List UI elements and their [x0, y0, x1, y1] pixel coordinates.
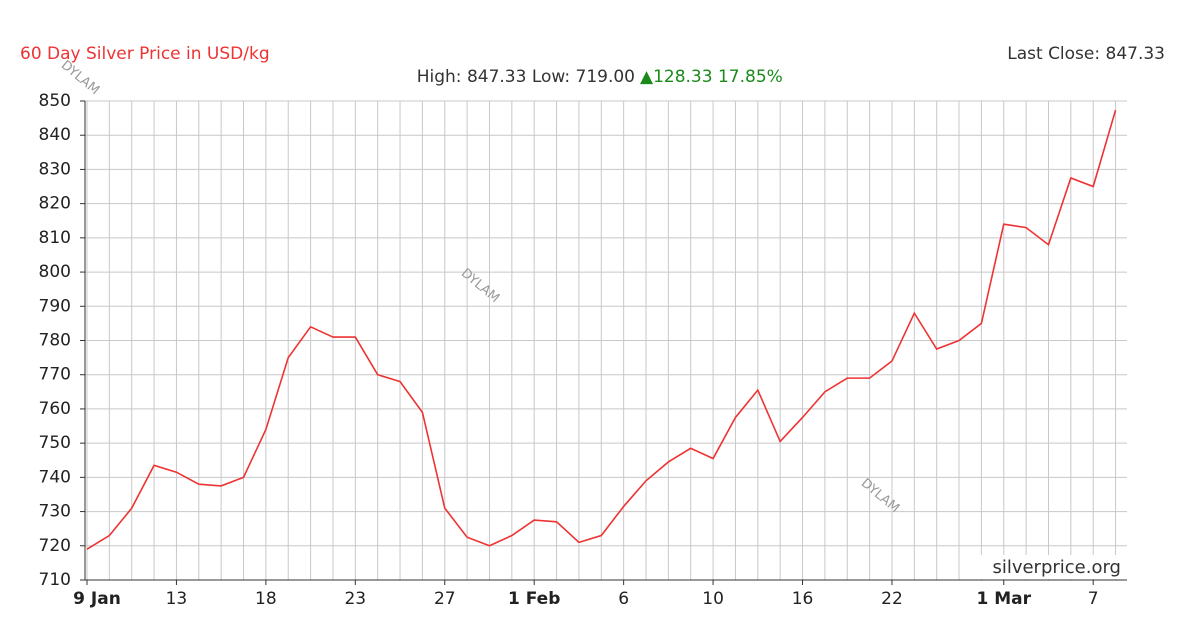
y-tick-label: 790 [39, 296, 71, 316]
y-tick-label: 740 [39, 467, 71, 487]
y-tick-label: 810 [39, 228, 71, 248]
source: silverprice.org [992, 557, 1121, 578]
y-tick-label: 780 [39, 331, 71, 351]
y-tick-label: 770 [39, 365, 71, 385]
y-tick-label: 800 [39, 262, 71, 282]
x-tick-label: 27 [434, 589, 456, 609]
chart-title: 60 Day Silver Price in USD/kg [20, 44, 270, 64]
y-tick-label: 840 [39, 125, 71, 145]
x-tick-label: 1 Mar [976, 589, 1031, 609]
x-tick-label: 18 [255, 589, 277, 609]
y-tick-label: 850 [39, 91, 71, 111]
y-tick-label: 820 [39, 194, 71, 214]
y-tick-label: 750 [39, 433, 71, 453]
price-line [86, 109, 1117, 550]
x-tick-label: 1 Feb [508, 589, 560, 609]
y-tick-label: 720 [39, 536, 71, 556]
y-tick-label: 830 [39, 159, 71, 179]
x-tick-label: 23 [344, 589, 366, 609]
y-tick-label: 730 [39, 502, 71, 522]
x-tick-label: 9 Jan [73, 589, 121, 609]
change: ▲128.33 17.85% [640, 67, 783, 87]
x-tick-label: 7 [1088, 589, 1099, 609]
last-close: Last Close: 847.33 [1007, 44, 1165, 64]
x-tick-label: 10 [702, 589, 724, 609]
x-tick-label: 16 [792, 589, 814, 609]
source-background [978, 555, 1124, 579]
x-tick-label: 6 [618, 589, 629, 609]
y-tick-label: 710 [39, 570, 71, 590]
high-low: High: 847.33 Low: 719.00 [417, 67, 635, 87]
plot-area: 7107207307407507607707807908008108208308… [39, 58, 1127, 609]
x-tick-label: 22 [881, 589, 903, 609]
y-tick-label: 760 [39, 399, 71, 419]
x-tick-label: 13 [166, 589, 188, 609]
